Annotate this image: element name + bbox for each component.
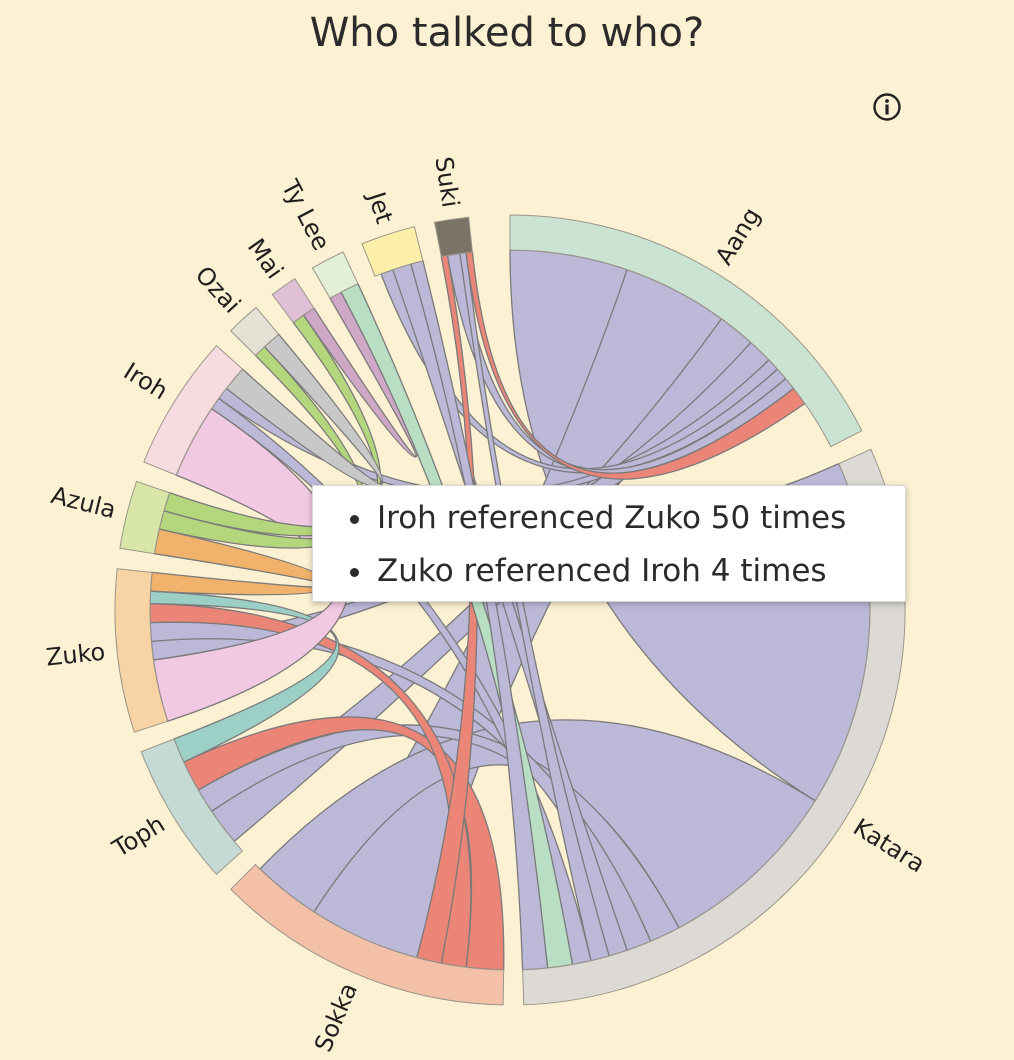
group-label-azula: Azula: [48, 481, 118, 524]
tooltip-line: Zuko referenced Iroh 4 times: [375, 545, 905, 598]
tooltip: Iroh referenced Zuko 50 times Zuko refer…: [312, 485, 906, 602]
group-label-mai: Mai: [242, 234, 289, 285]
group-arc-azula[interactable]: [119, 480, 171, 555]
group-arc-ozai[interactable]: [229, 306, 280, 357]
group-arc-iroh[interactable]: [143, 344, 244, 476]
group-label-zuko: Zuko: [45, 638, 107, 672]
group-arc-mai[interactable]: [271, 278, 315, 324]
group-arc-toph[interactable]: [140, 738, 244, 876]
group-arc-sokka[interactable]: [229, 863, 505, 1006]
group-arc-aang[interactable]: [509, 214, 863, 448]
group-label-aang: Aang: [710, 203, 766, 270]
chart-title: Who talked to who?: [309, 10, 705, 56]
group-label-suki: Suki: [429, 155, 464, 210]
group-label-katara: Katara: [848, 813, 930, 878]
group-label-sokka: Sokka: [309, 979, 363, 1056]
group-label-iroh: Iroh: [119, 357, 173, 405]
group-arcs: [114, 214, 906, 1006]
group-arc-ty-lee[interactable]: [311, 251, 359, 299]
group-arc-katara[interactable]: [522, 448, 906, 1006]
group-arc-zuko[interactable]: [114, 568, 169, 733]
tooltip-line: Iroh referenced Zuko 50 times: [375, 492, 905, 545]
group-label-ty-lee: Ty Lee: [275, 174, 335, 255]
chord-ribbons: [149, 249, 871, 971]
group-arc-jet[interactable]: [361, 226, 424, 277]
info-circle-icon[interactable]: [872, 92, 902, 122]
group-label-jet: Jet: [362, 187, 399, 227]
group-label-toph: Toph: [107, 810, 170, 864]
group-label-ozai: Ozai: [190, 261, 246, 319]
group-arc-suki[interactable]: [434, 216, 473, 258]
